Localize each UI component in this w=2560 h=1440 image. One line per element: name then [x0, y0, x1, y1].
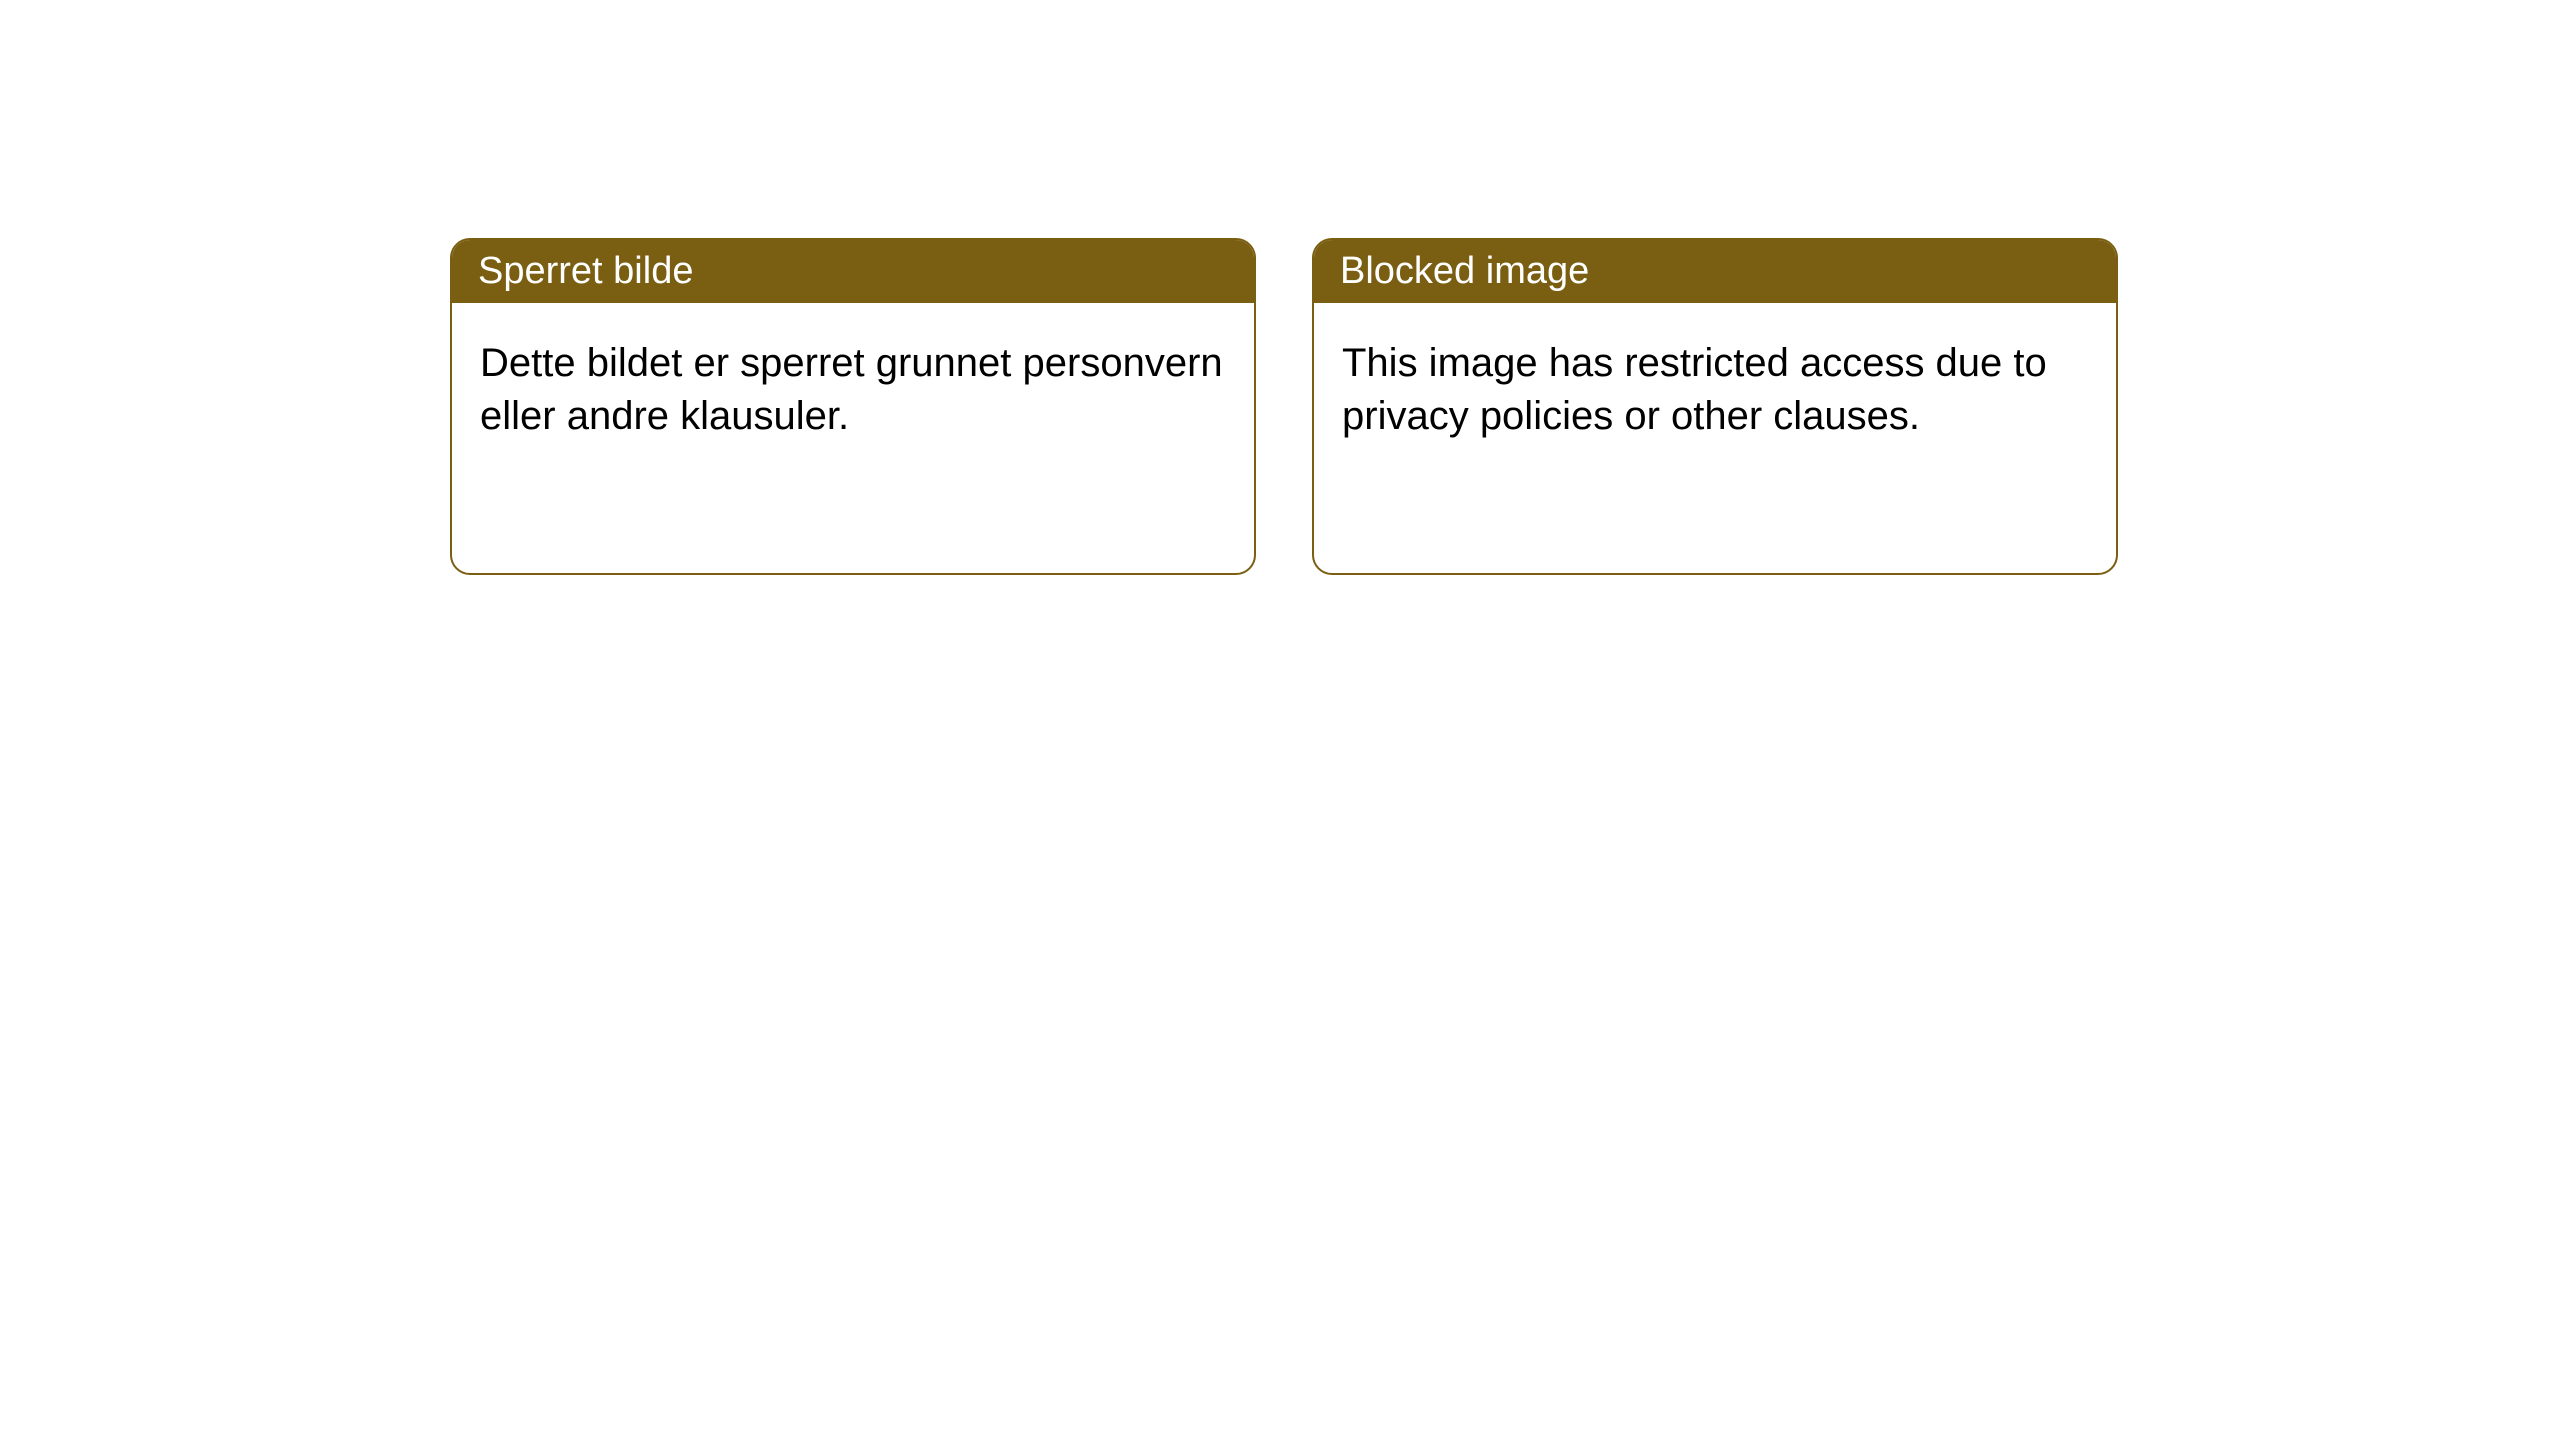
notice-card-norwegian: Sperret bilde Dette bildet er sperret gr… — [450, 238, 1256, 575]
notice-card-english: Blocked image This image has restricted … — [1312, 238, 2118, 575]
notice-header: Sperret bilde — [452, 240, 1254, 303]
notice-title: Blocked image — [1340, 250, 1589, 292]
notice-body: This image has restricted access due to … — [1314, 303, 2116, 573]
notice-container: Sperret bilde Dette bildet er sperret gr… — [0, 0, 2560, 575]
notice-body-text: This image has restricted access due to … — [1342, 341, 2047, 438]
notice-header: Blocked image — [1314, 240, 2116, 303]
notice-body: Dette bildet er sperret grunnet personve… — [452, 303, 1254, 573]
notice-title: Sperret bilde — [478, 250, 693, 292]
notice-body-text: Dette bildet er sperret grunnet personve… — [480, 341, 1223, 438]
